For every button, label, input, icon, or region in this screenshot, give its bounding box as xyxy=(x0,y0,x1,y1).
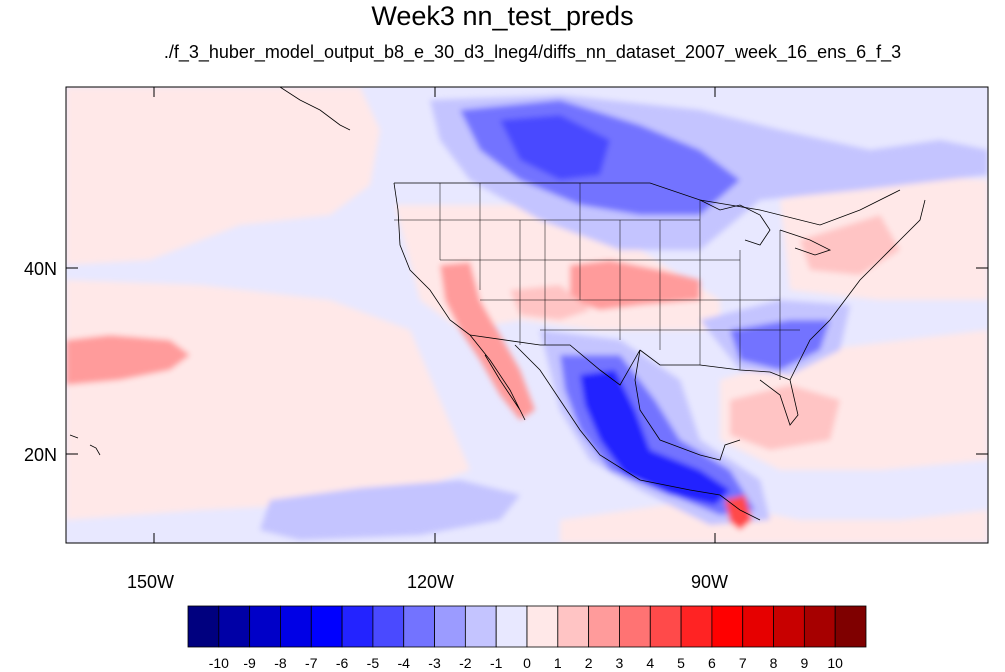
colorbar-label: 7 xyxy=(738,655,747,671)
coastlines-and-borders xyxy=(69,87,926,521)
colorbar-label: 3 xyxy=(615,655,624,671)
colorbar-box xyxy=(218,605,251,648)
colorbar-box xyxy=(403,605,435,648)
red-region-pacific-west xyxy=(66,335,190,385)
colorbar-box xyxy=(187,605,220,648)
colorbar-label: 8 xyxy=(769,655,778,671)
red-region-plains xyxy=(570,260,700,310)
colorbar-box xyxy=(495,605,528,648)
red-region-atlantic xyxy=(730,385,840,450)
x-tick-label-120w: 120W xyxy=(407,572,455,592)
colorbar-label: -5 xyxy=(366,655,380,671)
colorbar-box xyxy=(803,605,836,648)
colorbar-label: -9 xyxy=(243,655,256,671)
x-tick-label-150w: 150W xyxy=(127,572,175,592)
us-west-coast xyxy=(393,182,471,336)
hawaii xyxy=(69,434,101,456)
pale-blue-region-pacific-band xyxy=(260,480,520,540)
y-tick-label-40n: 40N xyxy=(24,259,58,279)
colorbar-label: 10 xyxy=(827,655,843,671)
colorbar-box xyxy=(588,605,620,648)
map-frame xyxy=(65,86,989,544)
colorbar-label: 5 xyxy=(677,655,685,671)
colorbar-box xyxy=(372,605,405,648)
strong-blue-region-canada xyxy=(500,115,610,180)
pale-red-region-north-pacific xyxy=(66,87,380,265)
strong-blue-region-mexico xyxy=(580,370,730,505)
us-canada-border xyxy=(394,182,901,226)
great-lakes xyxy=(699,199,832,256)
colorbar-label: 6 xyxy=(708,655,716,671)
colorbar-box xyxy=(526,605,559,648)
colorbar-box xyxy=(249,605,281,648)
colorbar-box xyxy=(834,605,867,648)
colorbar-label: -3 xyxy=(428,655,441,671)
colorbar-box xyxy=(742,605,774,648)
us-mexico-border xyxy=(469,334,641,386)
colorbar-box xyxy=(711,605,744,648)
red-region-southwest xyxy=(510,285,590,320)
colorbar-box xyxy=(310,605,343,648)
colorbar-label: -8 xyxy=(274,655,287,671)
colorbar-label: -10 xyxy=(208,655,229,671)
chart-title: Week3 nn_test_preds xyxy=(371,1,634,31)
colorbar-box xyxy=(280,605,312,648)
mexico-west-coast xyxy=(514,344,761,521)
mexico-gulf-coast xyxy=(634,349,741,461)
colorbar-label: 9 xyxy=(800,655,809,671)
axis-ticks xyxy=(66,87,988,543)
alaska-coast xyxy=(279,87,351,131)
colorbar-box xyxy=(341,605,374,648)
state-borders xyxy=(394,183,800,380)
colorbar-box xyxy=(649,605,682,648)
colorbar-label: -6 xyxy=(335,655,349,671)
colorbar-label: 1 xyxy=(553,655,562,671)
y-tick-label-20n: 20N xyxy=(24,445,58,465)
colorbar-label: -1 xyxy=(489,655,503,671)
colorbar-label: 0 xyxy=(523,655,531,671)
colorbar-box xyxy=(619,605,651,648)
colorbar-box xyxy=(680,605,713,648)
colorbar-box xyxy=(557,605,590,648)
pale-red-region-southern-edge xyxy=(560,500,988,543)
us-east-coast xyxy=(789,199,926,381)
colorbar xyxy=(187,605,867,648)
red-region-northeast xyxy=(800,215,900,275)
colorbar-label: -7 xyxy=(305,655,318,671)
chart-subtitle: ./f_3_huber_model_output_b8_e_30_d3_lneg… xyxy=(163,42,902,62)
colorbar-box xyxy=(773,605,805,648)
colorbar-box xyxy=(464,605,497,648)
red-region-california xyxy=(440,262,535,420)
x-tick-label-90w: 90W xyxy=(691,572,729,592)
colorbar-label: 2 xyxy=(584,655,593,671)
colorbar-label: 4 xyxy=(646,655,655,671)
colorbar-label: -2 xyxy=(459,655,472,671)
colorbar-box xyxy=(434,605,466,648)
baja-california xyxy=(469,334,526,421)
anomaly-field xyxy=(66,87,988,543)
colorbar-label: -4 xyxy=(397,655,410,671)
